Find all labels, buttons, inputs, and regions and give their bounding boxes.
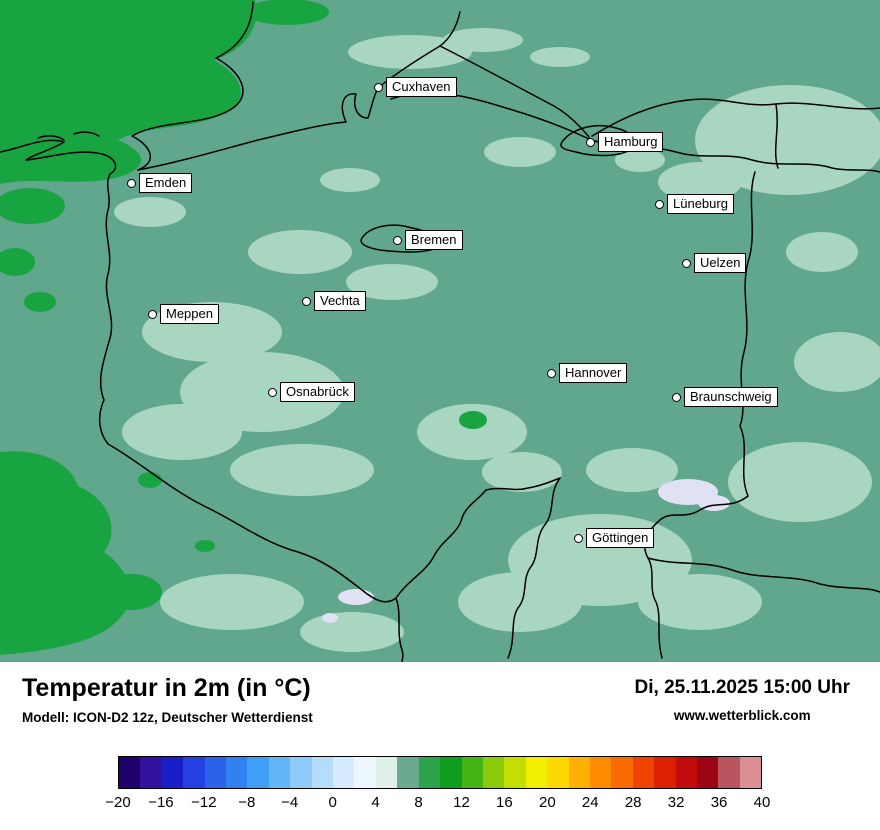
city-label: Osnabrück [280,382,355,402]
website-url: www.wetterblick.com [673,708,811,723]
colorbar-segment [482,757,505,788]
colorbar-tick-label: 36 [710,794,728,811]
city-marker: Cuxhaven [374,77,457,97]
colorbar-segment [268,757,291,788]
colorbar-segment [547,757,569,788]
colorbar-tick-label: 16 [496,794,513,811]
city-marker: Vechta [302,291,366,311]
page-title: Temperatur in 2m (in °C) [22,674,311,702]
colorbar-segment [161,757,184,788]
colorbar-tick-label: 4 [371,794,380,811]
colorbar-segment [354,757,376,788]
colorbar-segment [611,757,633,788]
colorbar-segment [718,757,740,788]
colorbar-segment [654,757,676,788]
city-label: Meppen [160,304,219,324]
city-marker: Emden [127,173,193,193]
city-dot-icon [655,199,664,209]
colorbar-segment [418,757,441,788]
city-dot-icon [682,258,691,268]
colorbar-ticks: −20 −16 −12 −8 −4 0 4 8 12 16 20 24 28 32 36 40 [105,794,770,814]
city-marker: Bremen [393,230,463,250]
colorbar-tick-label: 12 [453,794,470,811]
colorbar-tick-label: −4 [281,794,299,811]
colorbar-tick-label: −12 [191,794,217,811]
colorbar-segment [504,757,526,788]
colorbar-segment [311,757,334,788]
city-dot-icon [268,387,277,397]
colorbar-segment [525,757,548,788]
city-marker: Meppen [148,304,219,324]
city-label: Braunschweig [684,387,778,407]
city-dot-icon [127,178,136,188]
info-panel: Temperatur in 2m (in °C) Modell: ICON-D2… [0,662,880,830]
colorbar-segment [204,757,227,788]
colorbar-segment [140,757,162,788]
city-label: Vechta [314,291,366,311]
city-marker: Hamburg [586,132,664,152]
city-label: Göttingen [586,528,655,548]
city-marker: Göttingen [574,528,655,548]
city-marker: Braunschweig [672,387,778,407]
colorbar-tick-label: 20 [538,794,556,811]
colorbar-segment [375,757,398,788]
border-lines [0,1,880,662]
colorbar-tick-label: −8 [238,794,256,811]
colorbar-segment [675,757,697,788]
colorbar-segment [589,757,612,788]
colorbar-segment [226,757,248,788]
map-canvas [0,0,880,662]
colorbar-tick-label: 8 [414,794,423,811]
colorbar-segment [247,757,269,788]
temperature-map: Cuxhaven Hamburg Emden Lüneburg Bremen Uelzen… [0,0,880,662]
colorbar-tick-label: 24 [581,794,599,811]
colorbar-tick-label: 32 [667,794,685,811]
city-label: Lüneburg [667,194,734,214]
colorbar-segment [696,757,719,788]
city-label: Hannover [559,363,628,383]
colorbar-segment [183,757,205,788]
forecast-datetime: Di, 25.11.2025 15:00 Uhr [634,677,850,698]
city-marker: Lüneburg [655,194,734,214]
colorbar-segment [461,757,483,788]
colorbar-tick-label: −20 [105,794,131,811]
colorbar-segment [632,757,655,788]
city-dot-icon [586,137,595,147]
colorbar [118,756,762,789]
city-label: Emden [139,173,193,193]
colorbar-tick-label: 28 [624,794,642,811]
city-marker: Uelzen [682,253,747,273]
colorbar-segment [397,757,419,788]
colorbar-segment [568,757,590,788]
green-patches [0,0,487,655]
city-dot-icon [393,235,402,245]
colorbar-tick-label: 0 [328,794,337,811]
city-dot-icon [547,368,556,378]
colorbar-segment [739,757,762,788]
colorbar-segment [290,757,312,788]
city-dot-icon [574,533,583,543]
colorbar-segment [119,757,141,788]
title-block: Temperatur in 2m (in °C) Modell: ICON-D2… [22,674,313,725]
city-label: Bremen [405,230,463,250]
colorbar-segment [333,757,355,788]
colorbar-tick-label: 40 [753,794,771,811]
city-dot-icon [374,82,383,92]
city-dot-icon [302,296,311,306]
colorbar-tick-label: −16 [148,794,174,811]
color-legend: −20 −16 −12 −8 −4 0 4 8 12 16 20 24 28 32 36 40 [105,756,770,814]
city-label: Hamburg [598,132,664,152]
city-label: Cuxhaven [386,77,457,97]
colorbar-segment [440,757,462,788]
city-marker: Osnabrück [268,382,355,402]
city-dot-icon [672,392,681,402]
city-marker: Hannover [547,363,628,383]
datetime-block: Di, 25.11.2025 15:00 Uhr www.wetterblick… [635,677,850,723]
model-info: Modell: ICON-D2 12z, Deutscher Wetterdie… [22,710,313,725]
city-label: Uelzen [694,253,747,273]
city-dot-icon [148,309,157,319]
